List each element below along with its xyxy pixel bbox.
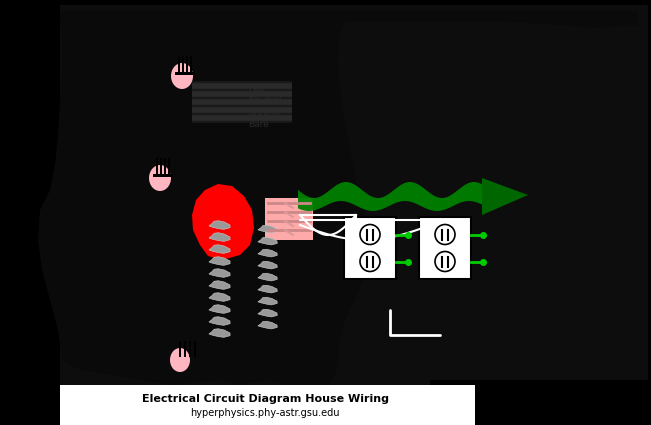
Text: Electrical Circuit Diagram House Wiring: Electrical Circuit Diagram House Wiring bbox=[141, 394, 389, 404]
Polygon shape bbox=[209, 269, 230, 278]
Polygon shape bbox=[258, 297, 277, 305]
Polygon shape bbox=[258, 285, 277, 293]
Polygon shape bbox=[60, 5, 648, 385]
Ellipse shape bbox=[171, 63, 193, 89]
Bar bbox=[168, 158, 170, 176]
Polygon shape bbox=[258, 273, 277, 281]
Bar bbox=[156, 158, 158, 176]
Bar bbox=[175, 72, 195, 75]
Circle shape bbox=[360, 252, 380, 272]
Polygon shape bbox=[209, 305, 230, 313]
Text: Neutral: Neutral bbox=[248, 96, 282, 105]
Bar bbox=[60, 385, 475, 425]
Ellipse shape bbox=[170, 348, 190, 372]
Circle shape bbox=[360, 224, 380, 244]
Bar bbox=[182, 56, 184, 74]
Text: Hot: Hot bbox=[248, 83, 264, 93]
Text: Ground: Ground bbox=[248, 108, 281, 116]
Polygon shape bbox=[209, 293, 230, 301]
Polygon shape bbox=[192, 184, 254, 260]
Bar bbox=[153, 174, 173, 177]
Bar bbox=[265, 198, 313, 240]
Polygon shape bbox=[209, 221, 230, 230]
Polygon shape bbox=[209, 281, 230, 289]
Polygon shape bbox=[209, 245, 230, 253]
Text: Bare: Bare bbox=[248, 119, 269, 128]
Bar bbox=[419, 217, 471, 279]
Polygon shape bbox=[258, 321, 277, 329]
Ellipse shape bbox=[149, 165, 171, 191]
Text: hyperphysics.phy-astr.gsu.edu: hyperphysics.phy-astr.gsu.edu bbox=[190, 408, 340, 418]
Bar bbox=[186, 56, 188, 74]
Bar bbox=[179, 341, 181, 357]
Polygon shape bbox=[209, 317, 230, 325]
Polygon shape bbox=[209, 257, 230, 265]
Bar bbox=[190, 56, 192, 74]
Polygon shape bbox=[298, 182, 490, 211]
Polygon shape bbox=[258, 225, 277, 233]
Polygon shape bbox=[209, 329, 230, 337]
Polygon shape bbox=[258, 237, 277, 245]
Bar bbox=[184, 341, 186, 357]
Polygon shape bbox=[258, 309, 277, 317]
Bar bbox=[164, 158, 166, 176]
Circle shape bbox=[435, 252, 455, 272]
Polygon shape bbox=[258, 249, 277, 257]
Bar bbox=[189, 341, 191, 357]
Bar bbox=[178, 56, 180, 74]
Polygon shape bbox=[209, 233, 230, 241]
Polygon shape bbox=[258, 261, 277, 269]
Bar bbox=[344, 217, 396, 279]
Polygon shape bbox=[482, 178, 528, 215]
Bar bbox=[160, 158, 162, 176]
Circle shape bbox=[435, 224, 455, 244]
Bar bbox=[194, 341, 196, 357]
Polygon shape bbox=[38, 10, 638, 385]
